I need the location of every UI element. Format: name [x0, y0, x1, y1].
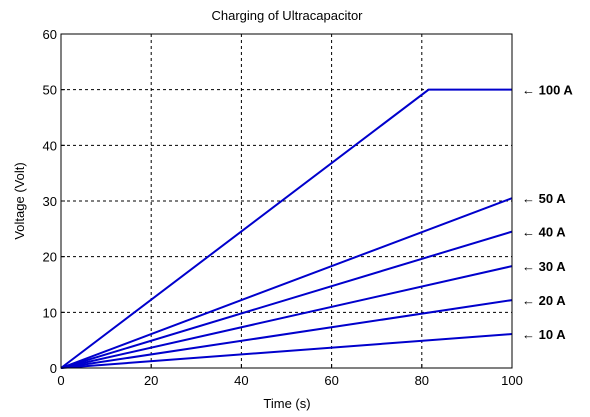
- annotation-layer: ← 100 A ← 50 A ← 40 A ← 30 A ← 20 A ← 10 A: [522, 83, 573, 342]
- x-tick-label: 80: [415, 373, 429, 388]
- x-tick-label: 0: [57, 373, 64, 388]
- series-label-100-a: ← 100 A: [522, 83, 573, 98]
- y-tick-label: 30: [43, 194, 57, 209]
- x-tick-label: 40: [234, 373, 248, 388]
- y-tick-label: 40: [43, 138, 57, 153]
- y-tick-label: 50: [43, 83, 57, 98]
- series-line-100-a: [60, 88, 512, 369]
- series-line-50-a: [60, 197, 513, 369]
- x-tick-label: 60: [324, 373, 338, 388]
- x-axis-label: Time (s): [263, 396, 310, 411]
- series-label-50-a: ← 50 A: [522, 191, 566, 206]
- series-line-10-a: [60, 333, 513, 369]
- x-tick-label: 20: [144, 373, 158, 388]
- series-line-20-a: [60, 299, 513, 369]
- tick-layer: 0 20 40 60 80 100 0 10 20 30 40 50 60: [43, 27, 523, 388]
- series-label-20-a: ← 20 A: [522, 293, 566, 308]
- y-axis-label: Voltage (Volt): [12, 162, 27, 239]
- series-layer: [60, 88, 513, 369]
- y-tick-label: 20: [43, 250, 57, 265]
- grid-layer: [61, 34, 512, 368]
- series-label-30-a: ← 30 A: [522, 259, 566, 274]
- series-line-40-a: [60, 230, 513, 369]
- y-tick-label: 0: [50, 361, 57, 376]
- series-line-30-a: [60, 265, 513, 369]
- x-tick-label: 100: [501, 373, 523, 388]
- series-label-40-a: ← 40 A: [522, 225, 566, 240]
- y-tick-label: 10: [43, 305, 57, 320]
- y-tick-label: 60: [43, 27, 57, 42]
- series-label-10-a: ← 10 A: [522, 327, 566, 342]
- chart-title: Charging of Ultracapacitor: [211, 8, 363, 23]
